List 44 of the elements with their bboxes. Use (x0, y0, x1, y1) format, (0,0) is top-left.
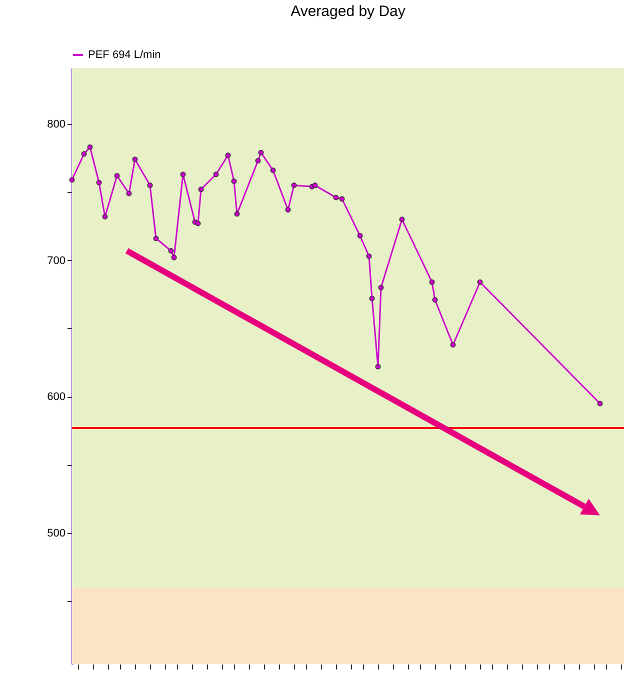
point (96, 180, 102, 186)
point (339, 196, 345, 202)
point (285, 207, 291, 213)
legend-label: PEF 694 L/min (88, 49, 161, 61)
chart-title: Averaged by Day (290, 3, 406, 20)
point (258, 150, 264, 156)
point (225, 152, 231, 158)
point (195, 220, 201, 226)
point (234, 211, 240, 217)
point (429, 279, 435, 285)
point (255, 158, 261, 164)
y-tick-label: 700 (47, 254, 66, 267)
point (153, 236, 159, 242)
point (597, 400, 603, 406)
point (69, 177, 75, 183)
point (366, 253, 372, 259)
point (399, 216, 405, 222)
point (102, 214, 108, 220)
point (171, 254, 177, 260)
point (432, 297, 438, 303)
point (369, 296, 375, 302)
point (126, 190, 132, 196)
point (450, 342, 456, 348)
point (87, 144, 93, 150)
point (291, 182, 297, 188)
point (81, 151, 87, 157)
point (378, 284, 384, 290)
point (357, 233, 363, 238)
point (312, 182, 318, 188)
y-tick-label: 600 (47, 391, 66, 404)
point (333, 194, 339, 200)
y-tick-label: 800 (47, 118, 66, 130)
point (114, 173, 120, 178)
point (147, 182, 153, 188)
point (477, 279, 483, 285)
point (231, 178, 237, 184)
point (270, 168, 276, 174)
point (213, 172, 219, 178)
point (168, 248, 174, 254)
point (132, 156, 138, 162)
point (198, 186, 204, 192)
y-tick-label: 500 (47, 528, 66, 540)
point (180, 172, 186, 178)
point (375, 364, 381, 370)
